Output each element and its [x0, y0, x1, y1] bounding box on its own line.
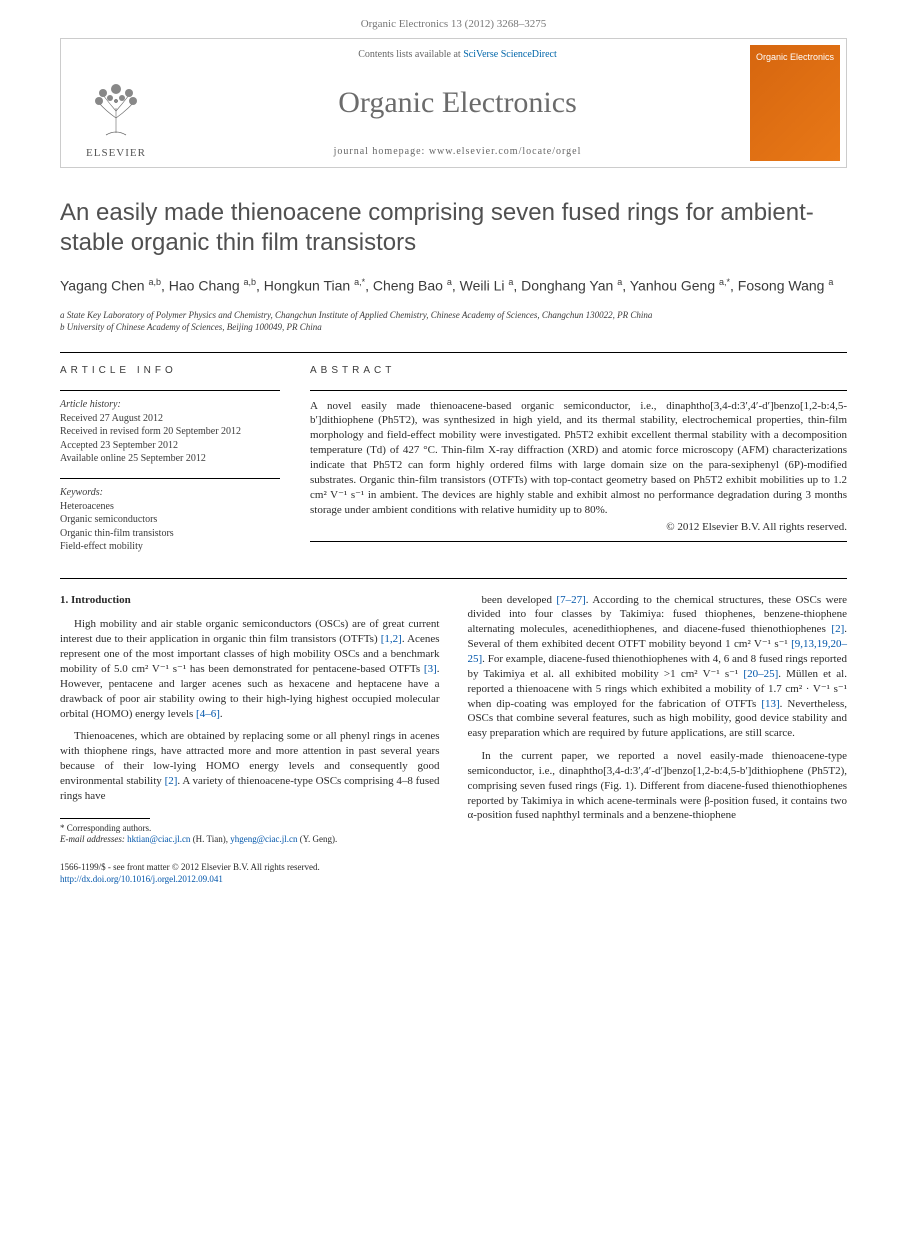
journal-name: Organic Electronics	[171, 86, 744, 120]
doi-link[interactable]: http://dx.doi.org/10.1016/j.orgel.2012.0…	[60, 874, 223, 884]
homepage-prefix: journal homepage:	[334, 146, 429, 157]
homepage-url[interactable]: www.elsevier.com/locate/orgel	[429, 146, 582, 157]
header-center: Contents lists available at SciVerse Sci…	[171, 39, 744, 167]
abstract-rule-bottom	[310, 541, 847, 542]
email-2[interactable]: yhgeng@ciac.jl.cn	[230, 834, 297, 844]
article-info-block: ARTICLE INFO Article history: Received 2…	[60, 365, 280, 566]
footnotes: * Corresponding authors. E-mail addresse…	[60, 823, 440, 846]
email-1-who: (H. Tian),	[190, 834, 230, 844]
abstract-text: A novel easily made thienoacene-based or…	[310, 399, 847, 518]
abstract-heading: ABSTRACT	[310, 365, 847, 376]
affiliation-a: a State Key Laboratory of Polymer Physic…	[60, 310, 847, 322]
publisher-name: ELSEVIER	[86, 147, 146, 159]
contents-available-line: Contents lists available at SciVerse Sci…	[171, 49, 744, 60]
email-2-who: (Y. Geng).	[297, 834, 337, 844]
para-4: In the current paper, we reported a nove…	[468, 749, 848, 823]
column-right: been developed [7–27]. According to the …	[468, 593, 848, 846]
front-matter-line: 1566-1199/$ - see front matter © 2012 El…	[60, 862, 847, 874]
email-1[interactable]: hktian@ciac.jl.cn	[127, 834, 190, 844]
contents-prefix: Contents lists available at	[358, 49, 463, 60]
section-1-heading: 1. Introduction	[60, 593, 440, 608]
divider-bottom	[60, 578, 847, 579]
body-two-column: 1. Introduction High mobility and air st…	[60, 593, 847, 846]
journal-homepage-line: journal homepage: www.elsevier.com/locat…	[171, 146, 744, 157]
info-rule-2	[60, 478, 280, 479]
email-line: E-mail addresses: hktian@ciac.jl.cn (H. …	[60, 834, 440, 846]
article-info-heading: ARTICLE INFO	[60, 365, 280, 376]
keywords-text: HeteroacenesOrganic semiconductorsOrgani…	[60, 500, 280, 554]
history-label: Article history:	[60, 399, 280, 410]
divider-top	[60, 352, 847, 353]
sciencedirect-link[interactable]: SciVerse ScienceDirect	[463, 49, 557, 60]
column-left: 1. Introduction High mobility and air st…	[60, 593, 440, 846]
affiliation-b: b University of Chinese Academy of Scien…	[60, 322, 847, 334]
keywords-label: Keywords:	[60, 487, 280, 498]
corresponding-note: * Corresponding authors.	[60, 823, 440, 835]
journal-cover-thumbnail: Organic Electronics	[750, 45, 840, 161]
author-list: Yagang Chen a,b, Hao Chang a,b, Hongkun …	[60, 276, 847, 296]
history-text: Received 27 August 2012Received in revis…	[60, 412, 280, 466]
affiliations: a State Key Laboratory of Polymer Physic…	[60, 310, 847, 333]
abstract-rule	[310, 390, 847, 391]
info-abstract-row: ARTICLE INFO Article history: Received 2…	[60, 365, 847, 566]
article-title: An easily made thienoacene comprising se…	[60, 198, 847, 258]
publisher-logo: ELSEVIER	[61, 39, 171, 167]
page-footer: 1566-1199/$ - see front matter © 2012 El…	[60, 862, 847, 885]
info-rule-1	[60, 390, 280, 391]
para-1: High mobility and air stable organic sem…	[60, 617, 440, 721]
elsevier-tree-icon	[81, 73, 151, 143]
para-3: been developed [7–27]. According to the …	[468, 593, 848, 741]
running-head: Organic Electronics 13 (2012) 3268–3275	[0, 0, 907, 38]
para-2: Thienoacenes, which are obtained by repl…	[60, 729, 440, 803]
abstract-copyright: © 2012 Elsevier B.V. All rights reserved…	[310, 521, 847, 533]
abstract-block: ABSTRACT A novel easily made thienoacene…	[310, 365, 847, 566]
email-label: E-mail addresses:	[60, 834, 127, 844]
journal-header-box: ELSEVIER Contents lists available at Sci…	[60, 38, 847, 168]
footnote-separator	[60, 818, 150, 819]
cover-title: Organic Electronics	[756, 53, 834, 63]
